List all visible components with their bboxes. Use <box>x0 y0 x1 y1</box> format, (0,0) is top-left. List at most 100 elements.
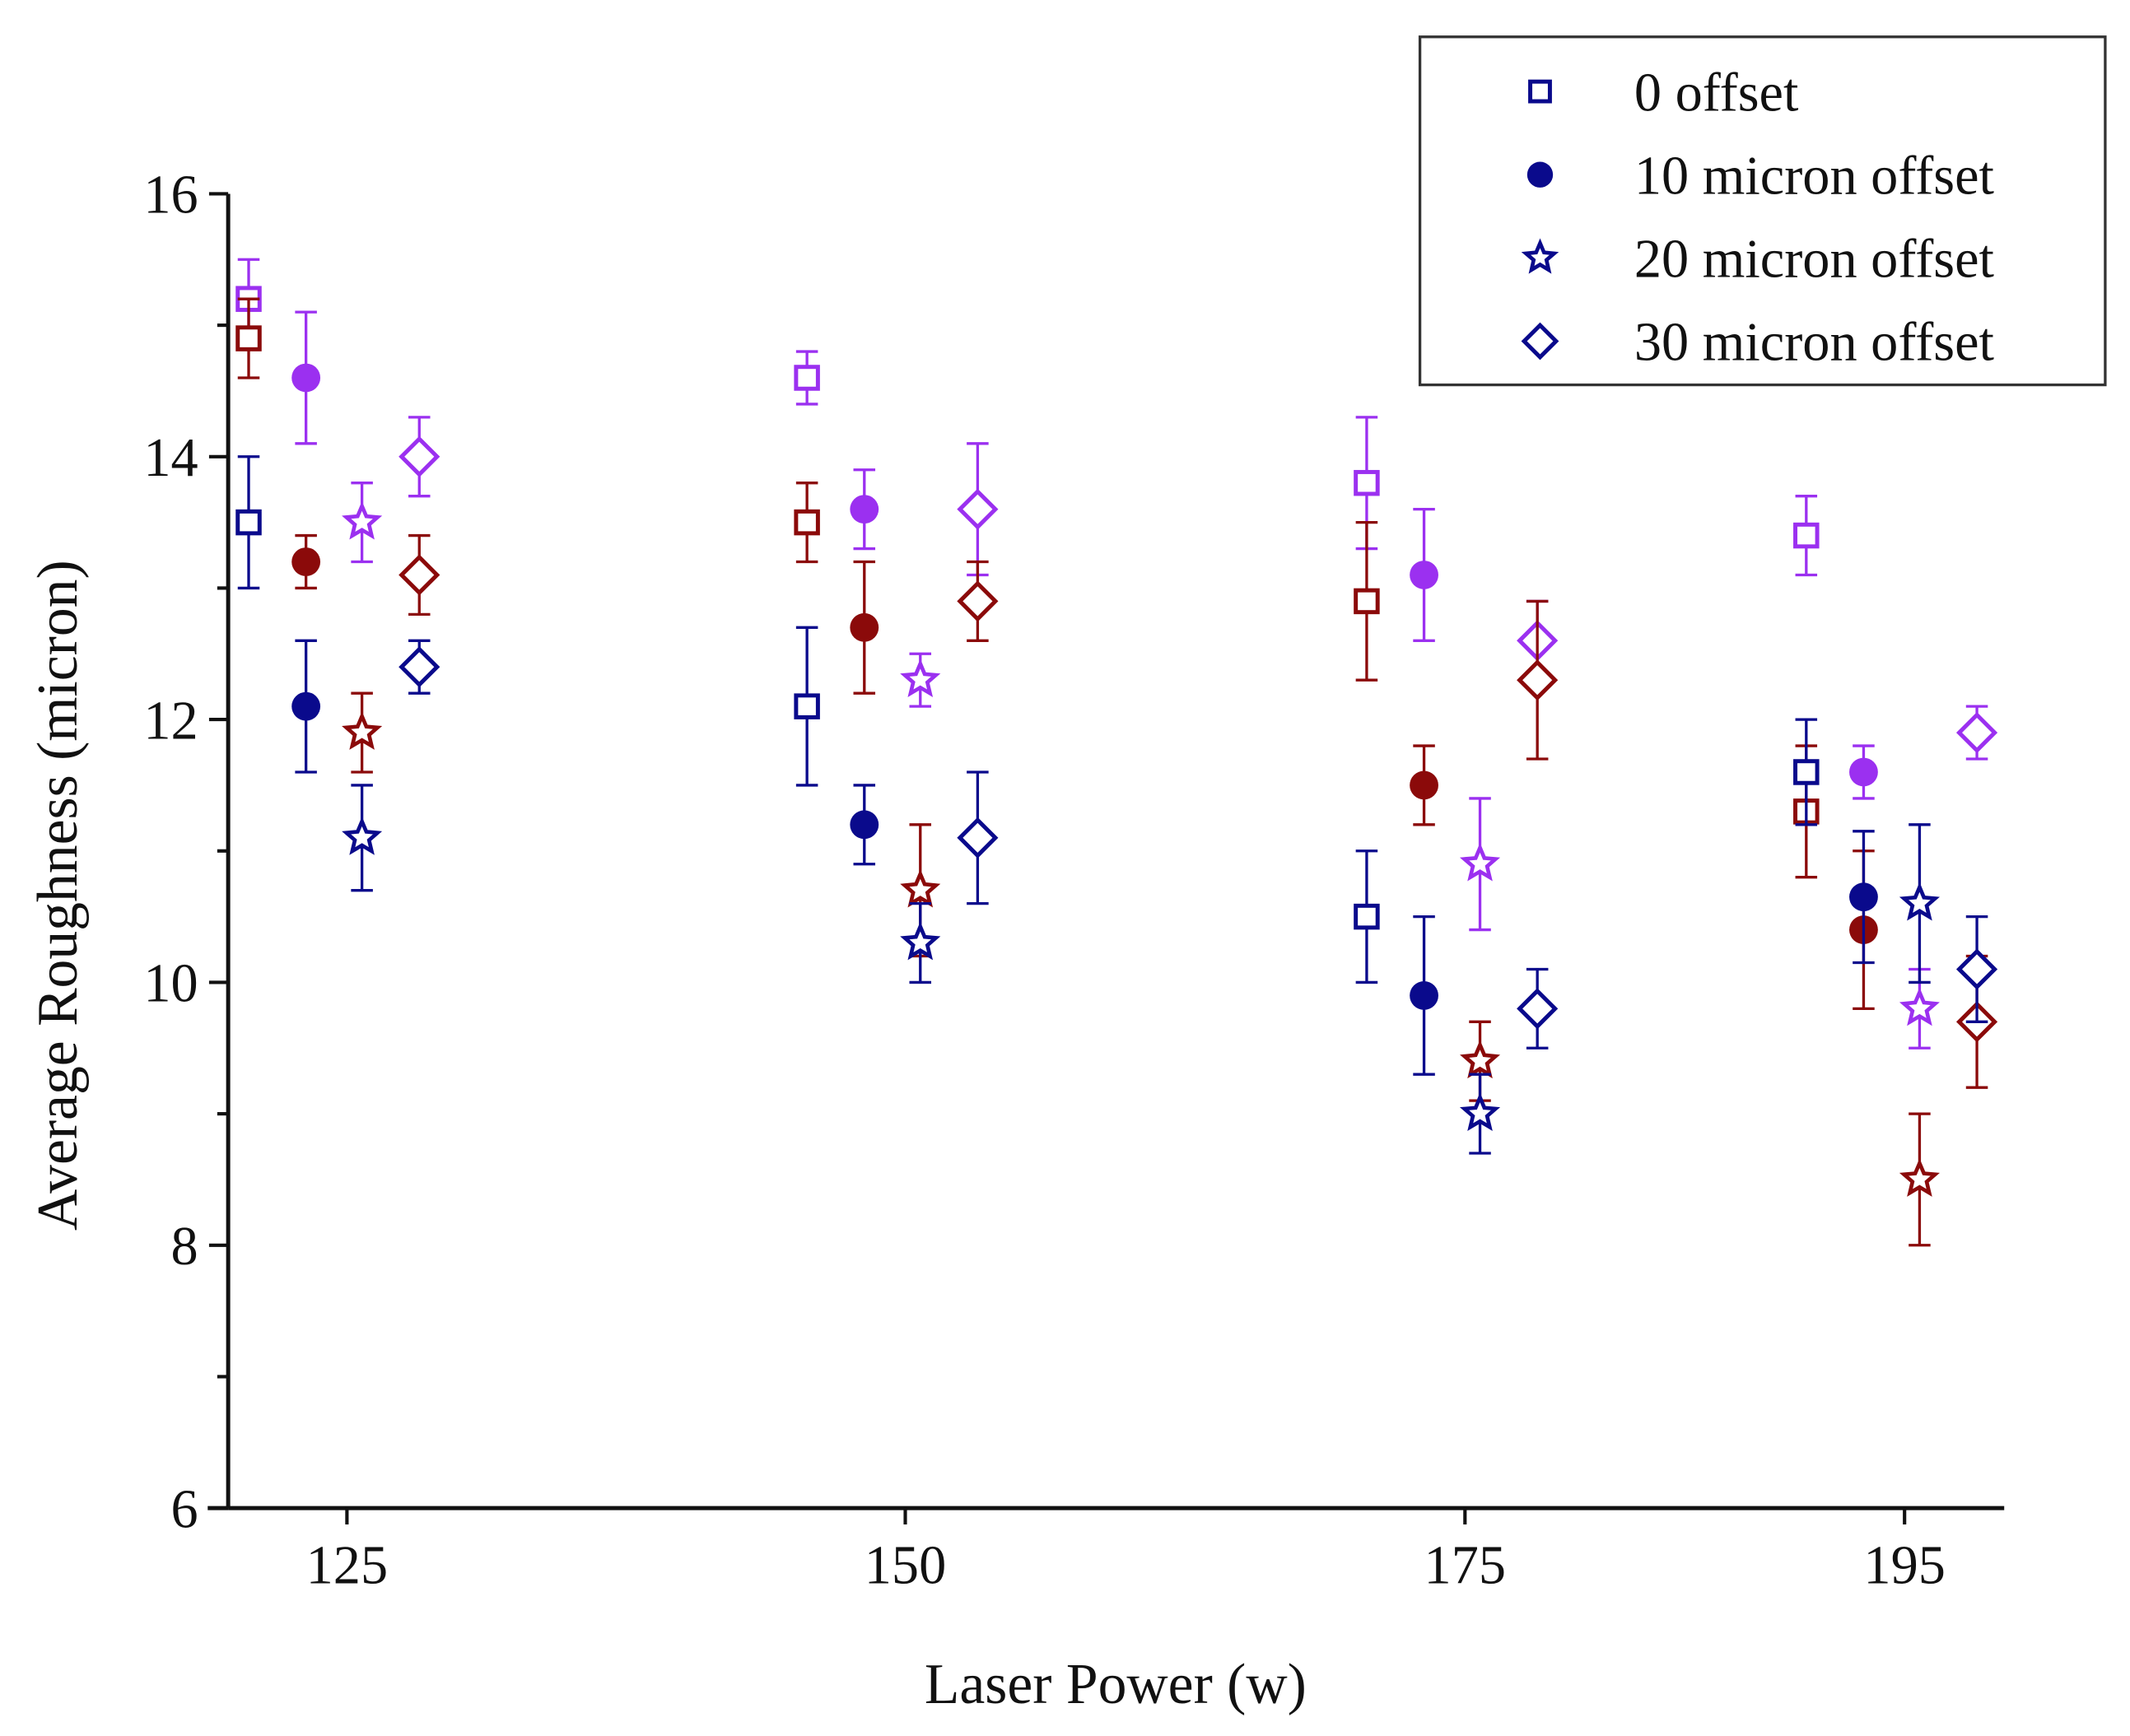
marker-diamond-open <box>957 488 999 530</box>
marker-diamond-open <box>1955 712 1998 754</box>
data-point <box>399 639 440 695</box>
marker-star-open <box>342 500 383 540</box>
data-point <box>1955 915 1998 1024</box>
marker-diamond-open <box>1955 948 1998 990</box>
marker-star-open <box>1899 882 1940 921</box>
data-point <box>850 784 879 866</box>
legend: 0 offset 10 micron offset 20 micron offset… <box>1418 35 2107 387</box>
marker-square-open <box>1793 522 1820 549</box>
marker-square-open <box>1354 588 1380 615</box>
marker-square-open <box>1793 759 1820 785</box>
data-point <box>794 350 820 406</box>
y-tick-label: 6 <box>171 1479 198 1539</box>
marker-square-open <box>1354 469 1380 496</box>
legend-marker-diamond-open <box>1521 322 1559 361</box>
marker-square-open <box>794 509 820 536</box>
marker-diamond-open <box>957 817 999 859</box>
legend-label: 30 micron offset <box>1634 313 1995 373</box>
data-point <box>1955 705 1998 761</box>
y-tick-label: 16 <box>143 165 198 226</box>
marker-star-open <box>1460 1040 1501 1079</box>
legend-entry: 10 micron offset <box>1526 146 1995 206</box>
marker-star-open <box>900 921 941 961</box>
x-axis-label: Laser Power (w) <box>925 1653 1307 1716</box>
data-point <box>850 468 879 551</box>
marker-star-open <box>1459 1092 1501 1131</box>
marker-square-open <box>235 325 262 351</box>
legend-label: 20 micron offset <box>1634 230 1995 290</box>
legend-label: 0 offset <box>1634 63 1799 123</box>
y-tick-label: 14 <box>143 428 198 488</box>
marker-diamond-open <box>1517 988 1559 1030</box>
data-point <box>342 691 383 774</box>
data-point <box>1899 823 1940 984</box>
marker-circle-filled <box>850 612 879 642</box>
marker-circle-filled <box>291 547 321 576</box>
marker-square-open <box>235 509 262 536</box>
x-tick-label: 150 <box>865 1535 946 1595</box>
marker-diamond-open <box>399 435 440 477</box>
data-point <box>794 626 820 787</box>
marker-star-open <box>1899 987 1940 1026</box>
legend-marker-circle-filled <box>1526 161 1554 188</box>
legend-marker-star-open <box>1521 238 1559 274</box>
data-point <box>1459 1073 1501 1155</box>
legend-entry: 0 offset <box>1528 63 1799 123</box>
data-point <box>1849 830 1878 965</box>
marker-square-open <box>1354 903 1380 930</box>
data-point <box>1899 1112 1940 1247</box>
data-point <box>235 455 262 590</box>
data-point <box>1793 495 1820 577</box>
data-point <box>342 784 383 892</box>
legend-marker-square-open <box>1528 79 1552 104</box>
data-point <box>1354 520 1380 682</box>
marker-circle-filled <box>291 691 321 721</box>
data-point <box>1354 416 1380 551</box>
y-tick-label: 8 <box>171 1217 198 1277</box>
x-tick-label: 175 <box>1424 1535 1506 1595</box>
marker-diamond-open <box>957 580 999 622</box>
data-point <box>1793 718 1820 826</box>
data-points <box>235 258 1998 1247</box>
data-point <box>900 901 941 984</box>
data-point <box>957 770 999 905</box>
data-point <box>850 560 879 695</box>
legend-label: 10 micron offset <box>1634 146 1995 206</box>
x-tick-label: 195 <box>1863 1535 1945 1595</box>
marker-star-open <box>1899 1158 1940 1197</box>
data-point <box>1849 744 1878 800</box>
marker-circle-filled <box>850 810 879 840</box>
data-point <box>957 560 999 642</box>
marker-star-open <box>900 868 941 908</box>
marker-square-open <box>794 365 820 391</box>
data-point <box>291 310 321 445</box>
marker-diamond-open <box>399 646 440 688</box>
data-point <box>1410 744 1438 826</box>
data-point <box>342 482 383 564</box>
data-point <box>399 416 440 498</box>
data-point <box>1517 967 1559 1050</box>
marker-square-open <box>794 693 820 719</box>
marker-diamond-open <box>399 554 440 596</box>
marker-circle-filled <box>850 495 879 524</box>
marker-circle-filled <box>291 363 321 393</box>
tick-labels: 6 8 10 12 14 16 125 150 175 195 <box>143 165 1946 1596</box>
marker-circle-filled <box>1410 561 1438 589</box>
data-point <box>291 639 321 774</box>
legend-entry: 30 micron offset <box>1521 313 1995 373</box>
data-point <box>794 482 820 564</box>
data-point <box>291 533 321 590</box>
legend-entry: 20 micron offset <box>1521 230 1995 290</box>
marker-star-open <box>342 711 383 750</box>
marker-star-open <box>342 817 383 855</box>
data-point <box>399 533 440 617</box>
data-point <box>900 652 941 708</box>
data-point <box>1517 599 1559 761</box>
marker-circle-filled <box>1849 757 1878 787</box>
marker-circle-filled <box>1410 980 1438 1010</box>
x-tick-label: 125 <box>306 1535 388 1595</box>
data-point <box>1410 507 1438 642</box>
marker-star-open <box>1459 842 1501 882</box>
marker-circle-filled <box>1410 770 1438 800</box>
